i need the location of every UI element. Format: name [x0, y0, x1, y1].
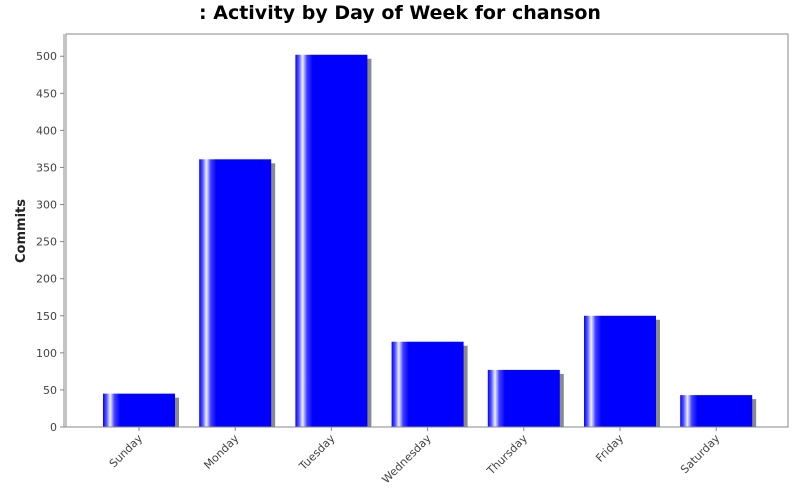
y-tick-label: 50 [43, 384, 57, 397]
y-tick-label: 400 [36, 124, 57, 137]
x-tick-label: Monday [201, 432, 241, 472]
bar-wednesday [391, 341, 464, 427]
bar-sunday [103, 393, 175, 427]
x-tick-label: Tuesday [296, 432, 338, 474]
x-axis: Sunday Monday Tuesday Wednesday Thursday Frid… [64, 426, 788, 487]
x-tick-label: Sunday [107, 432, 146, 471]
y-tick-label: 450 [36, 87, 57, 100]
x-tick-label: Thursday [484, 432, 530, 478]
x-tick-label: Saturday [678, 432, 723, 477]
y-axis-title: Commits [14, 199, 29, 263]
y-tick-label: 300 [36, 199, 57, 212]
x-tick-label: Wednesday [379, 432, 434, 487]
bar-thursday [487, 369, 560, 427]
y-axis: 0 50 100 150 200 250 300 350 400 450 500 [36, 34, 65, 434]
y-tick-label: 250 [36, 236, 57, 249]
bars [103, 54, 757, 427]
x-tick-label: Friday [593, 432, 626, 465]
y-tick-label: 150 [36, 310, 57, 323]
chart-title: : Activity by Day of Week for chanson [199, 2, 601, 24]
y-tick-label: 350 [36, 161, 57, 174]
bar-monday [199, 159, 272, 427]
y-tick-label: 100 [36, 347, 57, 360]
y-tick-label: 200 [36, 273, 57, 286]
bar-saturday [680, 395, 753, 427]
bar-tuesday [295, 54, 368, 427]
y-tick-label: 500 [36, 50, 57, 63]
y-tick-label: 0 [50, 421, 57, 434]
bar-friday [584, 315, 656, 427]
